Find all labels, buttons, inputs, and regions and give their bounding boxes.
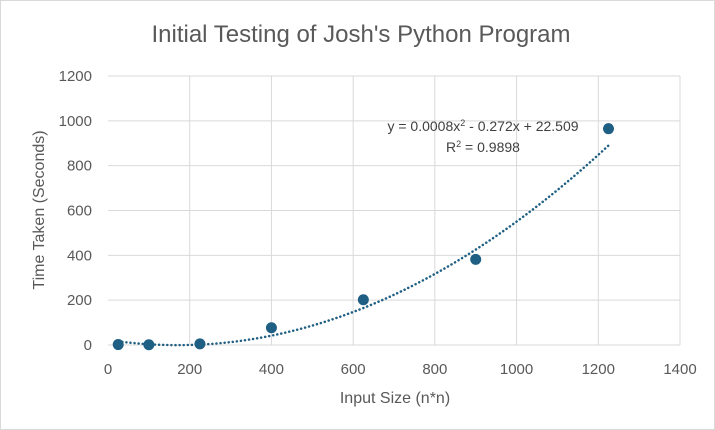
x-tick-labels: 0 200 400 600 800 1000 1200 1400 xyxy=(104,361,697,378)
x-tick-label: 1200 xyxy=(582,361,615,378)
data-point xyxy=(143,339,155,351)
y-axis-title: Time Taken (Seconds) xyxy=(31,130,48,289)
data-point xyxy=(194,338,206,350)
equation-exponent: 2 xyxy=(460,118,465,128)
trendline-equation: y = 0.0008x2 - 0.272x + 22.509 xyxy=(387,118,578,134)
x-axis-title: Input Size (n*n) xyxy=(340,390,450,407)
y-tick-labels: 0 200 400 600 800 1000 1200 xyxy=(59,68,92,354)
trendline-r-squared: R2 = 0.9898 xyxy=(446,139,520,155)
data-point xyxy=(112,339,124,351)
equation-suffix: - 0.272x + 22.509 xyxy=(465,118,578,134)
x-tick-label: 400 xyxy=(259,361,284,378)
y-tick-label: 1000 xyxy=(59,113,92,130)
data-point xyxy=(265,322,277,334)
r2-suffix: = 0.9898 xyxy=(461,139,520,155)
equation-prefix: y = 0.0008x xyxy=(387,118,460,134)
data-point xyxy=(357,294,369,306)
x-tick-label: 800 xyxy=(422,361,447,378)
r2-prefix: R xyxy=(446,139,456,155)
x-tick-label: 600 xyxy=(341,361,366,378)
y-tick-label: 200 xyxy=(67,292,92,309)
y-tick-label: 600 xyxy=(67,203,92,220)
y-tick-label: 1200 xyxy=(59,68,92,85)
x-tick-label: 0 xyxy=(104,361,112,378)
y-tick-label: 400 xyxy=(67,247,92,264)
data-point xyxy=(603,123,614,135)
data-point xyxy=(470,253,482,265)
horizontal-gridlines xyxy=(108,75,680,301)
trendline xyxy=(116,144,610,347)
chart-title: Initial Testing of Josh's Python Program xyxy=(151,21,570,48)
x-tick-label: 1400 xyxy=(663,361,696,378)
y-tick-label: 800 xyxy=(67,158,92,175)
x-tick-label: 200 xyxy=(177,361,202,378)
x-tick-label: 1000 xyxy=(500,361,533,378)
data-points xyxy=(112,123,614,351)
r2-exponent: 2 xyxy=(456,139,461,149)
y-tick-label: 0 xyxy=(84,337,92,354)
